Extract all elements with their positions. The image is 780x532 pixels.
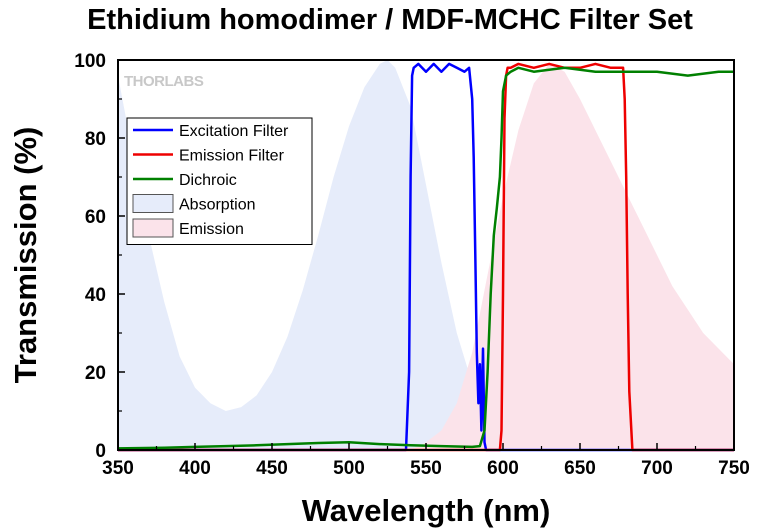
y-tick-label-0: 0 bbox=[95, 441, 106, 462]
x-tick-label-600: 600 bbox=[487, 458, 519, 479]
x-tick-label-500: 500 bbox=[333, 458, 365, 479]
legend-label-dichroic: Dichroic bbox=[179, 172, 237, 189]
legend: Excitation Filter Emission Filter Dichroic… bbox=[126, 117, 313, 245]
x-tick-label-450: 450 bbox=[256, 458, 288, 479]
legend-label-excitation-filter: Excitation Filter bbox=[179, 123, 289, 140]
legend-label-emission-filter: Emission Filter bbox=[179, 148, 285, 165]
x-tick-label-750: 750 bbox=[718, 458, 750, 479]
tick-layer: 350 400 450 500 550 600 650 700 750 0 20 40 60 80 100 bbox=[74, 51, 750, 479]
x-tick-label-350: 350 bbox=[102, 458, 134, 479]
series-emission-area bbox=[410, 63, 734, 451]
x-axis-label: Wavelength (nm) bbox=[302, 493, 551, 528]
chart-title: Ethidium homodimer / MDF-MCHC Filter Set bbox=[87, 4, 693, 36]
series-absorption-area bbox=[118, 60, 534, 450]
watermark: THORLABS bbox=[124, 73, 204, 90]
y-tick-label-20: 20 bbox=[85, 363, 106, 384]
y-tick-label-40: 40 bbox=[85, 285, 106, 306]
line-layer bbox=[117, 62, 734, 452]
x-tick-label-400: 400 bbox=[179, 458, 211, 479]
legend-label-absorption: Absorption bbox=[179, 197, 256, 214]
y-tick-label-80: 80 bbox=[85, 129, 106, 150]
y-tick-label-100: 100 bbox=[74, 51, 106, 72]
x-tick-label-650: 650 bbox=[564, 458, 596, 479]
area-layer bbox=[118, 60, 734, 451]
legend-swatch-absorption bbox=[132, 194, 174, 213]
x-tick-label-550: 550 bbox=[410, 458, 442, 479]
series-excitation-filter-line bbox=[118, 62, 734, 452]
series-dichroic-line bbox=[117, 66, 734, 450]
y-tick-label-60: 60 bbox=[85, 207, 106, 228]
x-tick-label-700: 700 bbox=[641, 458, 673, 479]
legend-swatch-emission bbox=[132, 218, 174, 238]
legend-label-emission: Emission bbox=[179, 221, 244, 238]
y-axis-label: Transmission (%) bbox=[8, 127, 43, 384]
series-emission-filter-line bbox=[118, 62, 734, 452]
